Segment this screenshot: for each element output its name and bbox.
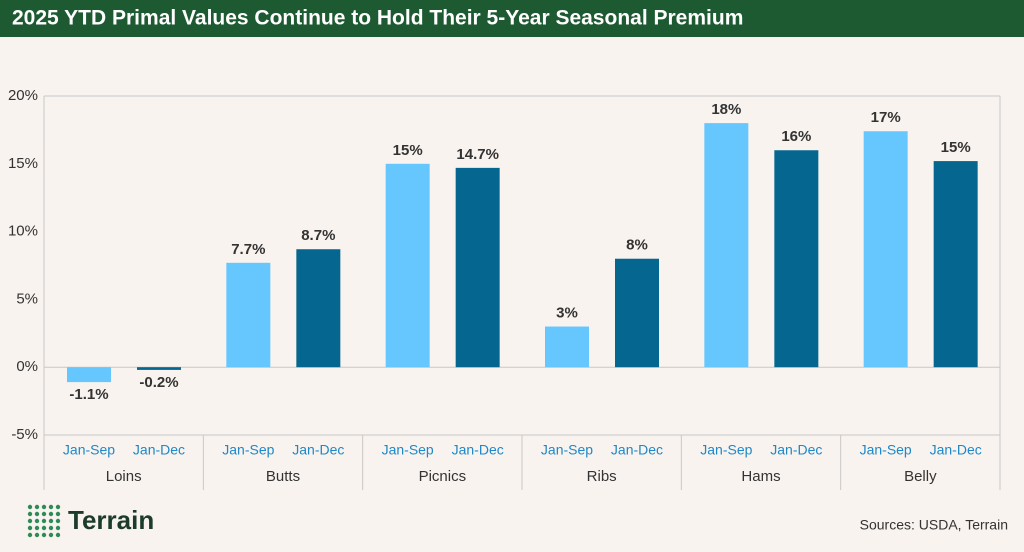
x-tick-label: Jan-Sep bbox=[382, 442, 434, 458]
x-tick-label: Jan-Sep bbox=[860, 442, 912, 458]
group-label: Butts bbox=[266, 468, 300, 485]
value-label: 18% bbox=[711, 101, 741, 118]
x-tick-label: Jan-Sep bbox=[541, 442, 593, 458]
bar bbox=[933, 161, 978, 368]
x-tick-label: Jan-Dec bbox=[133, 442, 185, 458]
value-label: 8.7% bbox=[301, 227, 335, 244]
value-label: 15% bbox=[393, 142, 423, 159]
bar bbox=[615, 258, 659, 368]
bar bbox=[137, 367, 181, 370]
x-tick-label: Jan-Dec bbox=[930, 442, 982, 458]
y-tick-label: 20% bbox=[8, 87, 38, 104]
x-tick-label: Jan-Sep bbox=[222, 442, 274, 458]
value-label: -1.1% bbox=[69, 386, 108, 403]
y-tick-label: 0% bbox=[16, 358, 38, 375]
x-tick-label: Jan-Dec bbox=[611, 442, 663, 458]
x-tick-label: Jan-Sep bbox=[700, 442, 752, 458]
group-label: Picnics bbox=[419, 468, 467, 485]
y-tick-label: 10% bbox=[8, 223, 38, 240]
value-label: 3% bbox=[556, 304, 578, 321]
value-label: 8% bbox=[626, 237, 648, 254]
bar bbox=[385, 163, 430, 368]
bar bbox=[863, 131, 908, 368]
value-label: -0.2% bbox=[139, 374, 178, 391]
y-tick-label: -5% bbox=[11, 426, 38, 443]
group-label: Loins bbox=[106, 468, 142, 485]
value-label: 14.7% bbox=[456, 146, 499, 163]
y-tick-label: 5% bbox=[16, 290, 38, 307]
bar bbox=[226, 262, 271, 368]
bar bbox=[296, 249, 341, 368]
value-label: 7.7% bbox=[231, 241, 265, 258]
x-tick-label: Jan-Dec bbox=[770, 442, 822, 458]
x-tick-label: Jan-Dec bbox=[292, 442, 344, 458]
chart-title: 2025 YTD Primal Values Continue to Hold … bbox=[12, 7, 743, 30]
bar bbox=[704, 123, 749, 368]
y-tick-label: 15% bbox=[8, 155, 38, 172]
logo-text: Terrain bbox=[68, 505, 154, 535]
value-label: 15% bbox=[941, 139, 971, 156]
value-label: 17% bbox=[871, 109, 901, 126]
bar bbox=[545, 326, 589, 368]
source: Sources: USDA, Terrain bbox=[860, 517, 1008, 533]
group-label: Belly bbox=[904, 468, 937, 485]
group-label: Hams bbox=[741, 468, 780, 485]
logo: Terrain bbox=[27, 504, 154, 538]
value-label: 16% bbox=[781, 128, 811, 145]
bar bbox=[67, 367, 111, 383]
bar bbox=[774, 150, 819, 368]
bar bbox=[455, 167, 500, 368]
x-tick-label: Jan-Sep bbox=[63, 442, 115, 458]
group-label: Ribs bbox=[587, 468, 617, 485]
x-tick-label: Jan-Dec bbox=[452, 442, 504, 458]
title-bar bbox=[0, 0, 1024, 37]
